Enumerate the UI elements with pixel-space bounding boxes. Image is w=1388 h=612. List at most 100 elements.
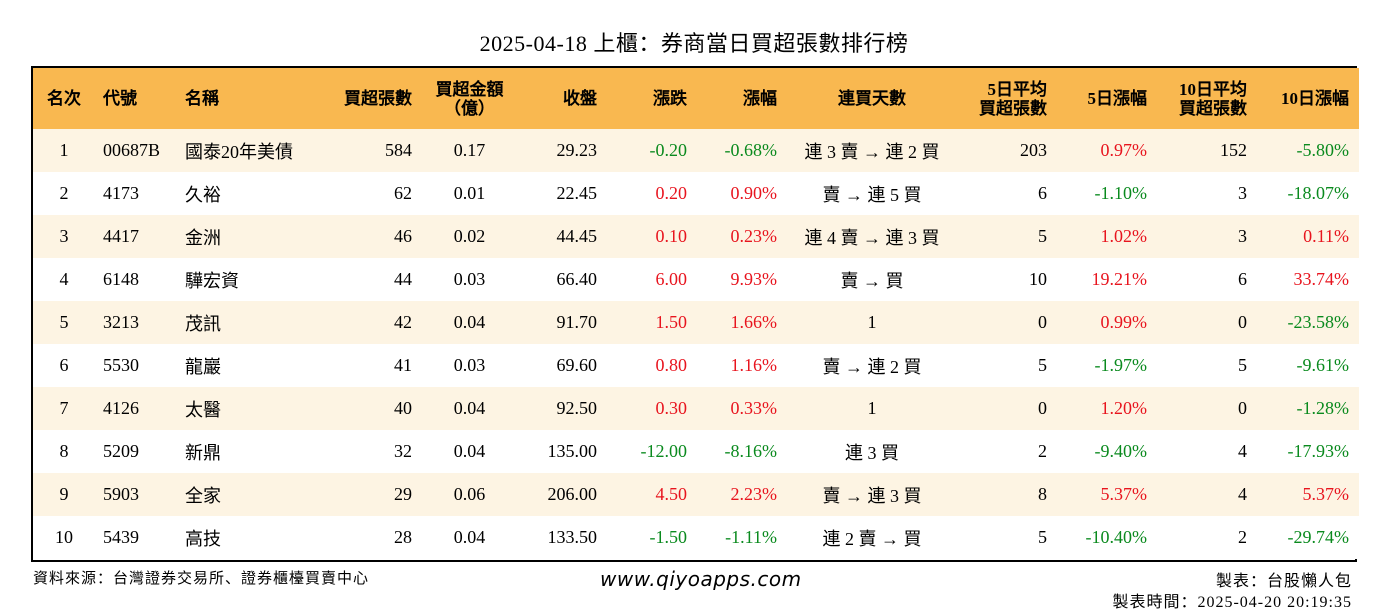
table-row: 3 4417 金洲 46 0.02 44.45 0.10 0.23% 連 4 賣 → 連 3 買… [33,215,1359,258]
cell-net-buy-amount: 0.03 [453,355,486,375]
data-source-note: 資料來源：台灣證券交易所、證券櫃檯買賣中心 [33,571,370,587]
page-title: 2025-04-18 上櫃：券商當日買超張數排行榜 [479,31,909,56]
cell-pct10: -9.61% [1296,355,1350,375]
cell-code: 5903 [103,484,139,504]
cell-avg5: 0 [1038,312,1047,332]
cell-name: 驊宏資 [185,270,239,291]
cell-pct5: -9.40% [1094,441,1148,461]
cell-avg10: 6 [1238,269,1247,289]
cell-name: 新鼎 [185,442,221,463]
cell-pct: 2.23% [730,484,778,504]
cell-net-buy-amount: 0.17 [453,140,486,160]
cell-rank: 6 [59,355,69,375]
table-row: 4 6148 驊宏資 44 0.03 66.40 6.00 9.93% 賣 → 買 10 19.21… [33,258,1359,301]
cell-avg10: 0 [1238,312,1247,332]
cell-pct10: -23.58% [1287,312,1350,332]
cell-streak: 連 2 賣 → 買 [822,528,922,549]
header-avg10: 10日平均 買超張數 [1157,68,1257,129]
cell-pct5: -10.40% [1085,527,1148,547]
cell-avg10: 2 [1238,527,1247,547]
cell-rank: 5 [59,312,69,332]
cell-avg5: 5 [1038,226,1047,246]
ranking-table: 名次 代號 名稱 買超張數 買超金額 （億） 收盤 漲跌 漲幅 連買天數 5日平… [31,66,1359,562]
cell-code: 4417 [103,226,139,246]
cell-code: 3213 [103,312,139,332]
cell-name: 太醫 [185,399,221,420]
cell-streak: 賣 → 連 3 買 [822,485,922,506]
maker-credit: 製表：台股懶人包 [1215,573,1352,590]
header-change: 漲跌 [653,89,687,108]
cell-net-buy-lots: 40 [394,398,412,418]
cell-change: 1.50 [655,312,688,332]
cell-streak: 連 4 賣 → 連 3 買 [804,227,940,248]
cell-name: 金洲 [185,227,221,248]
cell-name: 久裕 [185,184,221,205]
cell-pct: 1.16% [730,355,778,375]
cell-avg5: 5 [1038,527,1047,547]
cell-avg5: 2 [1038,441,1047,461]
cell-streak: 連 3 賣 → 連 2 買 [804,141,940,162]
website-link[interactable]: www.qiyoapps.com [600,567,802,591]
cell-rank: 9 [59,484,69,504]
cell-net-buy-amount: 0.04 [453,398,486,418]
cell-net-buy-amount: 0.03 [453,269,486,289]
cell-streak: 賣 → 買 [840,270,904,291]
cell-change: 4.50 [655,484,688,504]
cell-rank: 8 [59,441,69,461]
cell-name: 高技 [185,528,221,549]
header-avg10-line2: 買超張數 [1179,98,1247,118]
cell-net-buy-amount: 0.02 [453,226,486,246]
cell-net-buy-amount: 0.04 [453,527,486,547]
cell-change: 0.20 [655,183,688,203]
cell-net-buy-lots: 46 [394,226,412,246]
cell-pct10: -18.07% [1287,183,1350,203]
cell-code: 00687B [103,140,161,160]
cell-pct10: -29.74% [1287,527,1350,547]
cell-rank: 10 [55,527,73,547]
cell-pct5: 5.37% [1100,484,1148,504]
cell-avg5: 8 [1038,484,1047,504]
cell-pct: 0.23% [730,226,778,246]
table-row: 10 5439 高技 28 0.04 133.50 -1.50 -1.11% 連 2 賣 → 買… [33,516,1359,559]
cell-change: -0.20 [649,140,688,160]
cell-net-buy-amount: 0.04 [453,441,486,461]
cell-pct: -1.11% [725,527,777,547]
cell-net-buy-lots: 28 [394,527,412,547]
cell-change: 0.10 [655,226,688,246]
cell-name: 龍巖 [185,356,221,377]
cell-close: 92.50 [556,398,598,418]
cell-rank: 2 [59,183,69,203]
cell-avg5: 0 [1038,398,1047,418]
cell-close: 69.60 [556,355,598,375]
cell-pct10: 33.74% [1293,269,1350,289]
cell-change: -12.00 [640,441,688,461]
table-row: 8 5209 新鼎 32 0.04 135.00 -12.00 -8.16% 連 3 買 2 -9.… [33,430,1359,473]
cell-avg10: 4 [1238,441,1247,461]
cell-code: 5439 [103,527,139,547]
header-pct5: 5日漲幅 [1087,89,1148,108]
table-row: 7 4126 太醫 40 0.04 92.50 0.30 0.33% 1 0 1.20% 0 -1.28… [33,387,1359,430]
header-avg5: 5日平均 買超張數 [957,68,1057,129]
cell-code: 5530 [103,355,139,375]
cell-net-buy-lots: 32 [394,441,412,461]
header-pct: 漲幅 [743,89,777,108]
header-net-buy-amount-line2: （億） [444,98,495,118]
cell-pct: -8.16% [724,441,778,461]
cell-pct5: -1.10% [1094,183,1148,203]
cell-avg5: 5 [1038,355,1047,375]
header-net-buy-amount-line1: 買超金額 [435,79,504,99]
cell-net-buy-lots: 62 [394,183,412,203]
cell-pct10: -1.28% [1296,398,1350,418]
cell-pct10: 5.37% [1302,484,1350,504]
made-time: 製表時間：2025-04-20 20:19:35 [1112,594,1352,611]
cell-code: 5209 [103,441,139,461]
cell-change: 0.80 [655,355,688,375]
header-avg5-line1: 5日平均 [987,79,1048,99]
cell-close: 66.40 [556,269,598,289]
header-rank: 名次 [47,89,81,108]
cell-name: 茂訊 [185,313,221,334]
cell-net-buy-amount: 0.06 [453,484,486,504]
cell-pct5: 19.21% [1091,269,1148,289]
cell-pct: 9.93% [730,269,778,289]
cell-net-buy-lots: 42 [394,312,412,332]
